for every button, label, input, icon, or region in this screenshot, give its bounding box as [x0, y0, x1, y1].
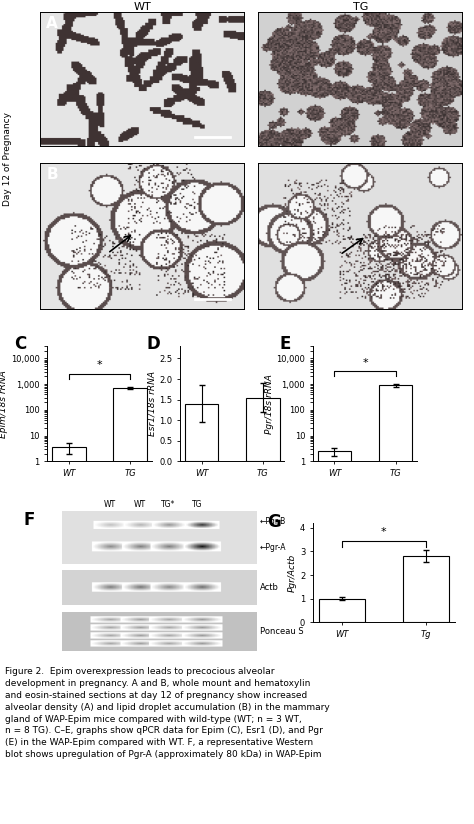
Bar	[246, 398, 280, 461]
Text: *: *	[381, 527, 387, 537]
Text: E: E	[280, 335, 291, 353]
Text: G: G	[267, 513, 281, 531]
Text: Actb: Actb	[260, 583, 279, 592]
Text: *: *	[362, 358, 368, 368]
Bar	[52, 447, 86, 824]
Text: A: A	[46, 16, 58, 31]
Bar	[185, 404, 219, 461]
Text: WT: WT	[133, 500, 146, 509]
Text: B: B	[46, 167, 58, 182]
Text: ←Pgr-B: ←Pgr-B	[260, 517, 286, 526]
Bar	[318, 452, 351, 824]
Bar	[379, 386, 412, 824]
Text: ←Pgr-A: ←Pgr-A	[260, 542, 286, 551]
Text: *: *	[97, 360, 102, 370]
Title: TG: TG	[353, 2, 368, 12]
Text: TG*: TG*	[161, 500, 176, 509]
Bar	[113, 388, 147, 824]
Text: Ponceau S: Ponceau S	[260, 627, 303, 636]
Y-axis label: Esr1/18s rRNA: Esr1/18s rRNA	[147, 372, 156, 436]
Text: D: D	[147, 335, 161, 353]
Title: WT: WT	[133, 2, 151, 12]
Text: TG: TG	[192, 500, 203, 509]
Text: Day 12 of Pregnancy: Day 12 of Pregnancy	[3, 111, 11, 206]
Y-axis label: Pgr/Actb: Pgr/Actb	[288, 554, 297, 592]
Text: C: C	[14, 335, 26, 353]
Text: Figure 2.  Epim overexpression leads to precocious alveolar
development in pregn: Figure 2. Epim overexpression leads to p…	[5, 667, 329, 759]
Bar	[403, 556, 448, 622]
Y-axis label: Pgr/18s rRNA: Pgr/18s rRNA	[264, 374, 273, 433]
Y-axis label: Epim/18s rRNA: Epim/18s rRNA	[0, 370, 8, 438]
Text: WT: WT	[104, 500, 116, 509]
Bar	[319, 598, 365, 622]
Text: F: F	[24, 511, 35, 529]
